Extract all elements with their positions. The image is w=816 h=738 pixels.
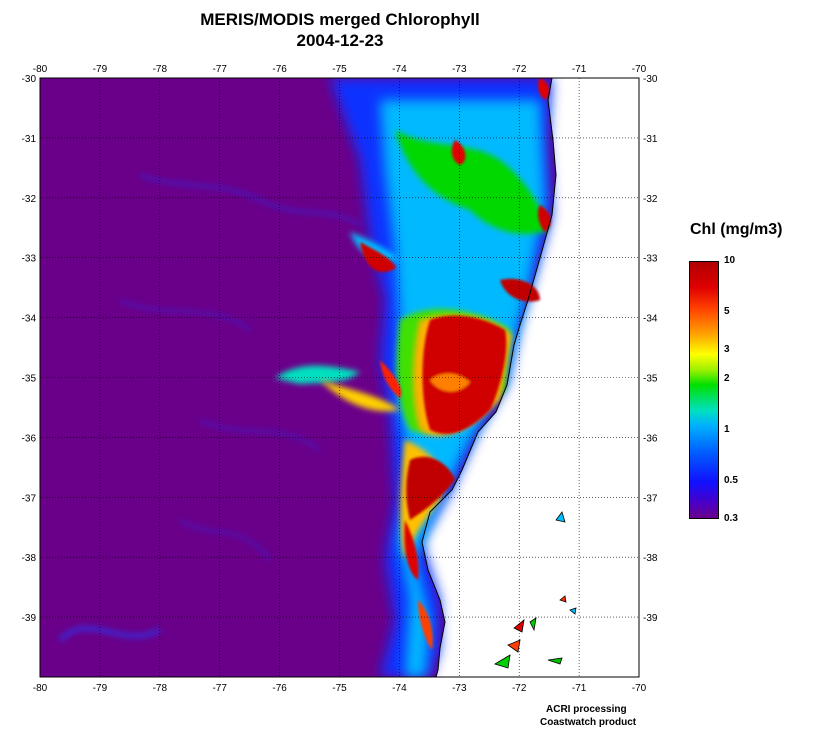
axis-ticks: -80 -80 -79 -79 -78 -78 -77 -77 -76 -76 -75 -75 -74 -…	[22, 64, 658, 694]
lat-tick-label-right: -31	[643, 134, 658, 145]
lon-tick-label-top: -74	[392, 64, 407, 75]
lon-tick-label-bottom: -72	[512, 683, 527, 694]
lon-tick-label-top: -77	[212, 64, 227, 75]
lon-tick-label-bottom: -71	[572, 683, 587, 694]
lon-tick-label-top: -76	[272, 64, 287, 75]
lat-tick-label-right: -37	[643, 493, 658, 504]
colorbar-tick-label: 0.3	[724, 513, 738, 524]
lon-tick-label-top: -70	[632, 64, 647, 75]
graticule	[40, 78, 639, 677]
lon-tick-label-bottom: -79	[93, 683, 108, 694]
credit-product: Coastwatch product	[540, 717, 637, 728]
lon-tick-label-bottom: -74	[392, 683, 407, 694]
lon-tick-label-bottom: -77	[212, 683, 227, 694]
lat-tick-label-right: -39	[643, 613, 658, 624]
coastline	[421, 78, 557, 677]
colorbar-tick-label: 3	[724, 343, 730, 355]
lon-tick-label-bottom: -76	[272, 683, 287, 694]
map-image	[40, 78, 639, 677]
lat-tick-label-left: -38	[22, 553, 37, 564]
lon-tick-label-bottom: -75	[332, 683, 347, 694]
lat-tick-label-left: -33	[22, 254, 37, 265]
lon-tick-label-bottom: -70	[632, 683, 647, 694]
lat-tick-label-right: -30	[643, 74, 658, 85]
lon-tick-label-top: -78	[153, 64, 168, 75]
colorbar-tick-label: 1	[724, 424, 730, 436]
lon-tick-label-top: -72	[512, 64, 527, 75]
lon-tick-label-bottom: -73	[452, 683, 467, 694]
colorbar-tick-label: 10	[724, 255, 736, 266]
lon-tick-label-top: -73	[452, 64, 467, 75]
lat-tick-label-right: -32	[643, 194, 658, 205]
colorbar-tick-label: 0.5	[724, 475, 738, 487]
lat-tick-label-left: -36	[22, 433, 37, 444]
lat-tick-label-left: -30	[22, 74, 37, 85]
lat-tick-label-left: -35	[22, 374, 37, 385]
map-title: MERIS/MODIS merged Chlorophyll	[200, 10, 480, 29]
legend-title: Chl (mg/m3)	[690, 221, 783, 238]
lon-tick-label-bottom: -80	[33, 683, 48, 694]
lat-tick-label-right: -36	[643, 433, 658, 444]
lon-tick-label-top: -71	[572, 64, 587, 75]
map-frame	[39, 77, 640, 678]
credit-processing: ACRI processing	[546, 704, 627, 715]
map-date: 2004-12-23	[296, 31, 384, 50]
lon-tick-label-top: -80	[33, 64, 48, 75]
lon-tick-label-bottom: -78	[153, 683, 168, 694]
lon-tick-label-top: -79	[93, 64, 108, 75]
lon-tick-label-top: -75	[332, 64, 347, 75]
lat-tick-label-right: -35	[643, 374, 658, 385]
lat-tick-label-right: -34	[643, 314, 658, 325]
colorbar-tick-label: 5	[724, 305, 730, 317]
lat-tick-label-left: -32	[22, 194, 37, 205]
lat-tick-label-right: -38	[643, 553, 658, 564]
lat-tick-label-left: -39	[22, 613, 37, 624]
colorbar	[689, 261, 719, 519]
lat-tick-label-left: -31	[22, 134, 37, 145]
lat-tick-label-left: -37	[22, 493, 37, 504]
colorbar-tick-label: 2	[724, 373, 730, 385]
lat-tick-label-right: -33	[643, 254, 658, 265]
lat-tick-label-left: -34	[22, 314, 37, 325]
